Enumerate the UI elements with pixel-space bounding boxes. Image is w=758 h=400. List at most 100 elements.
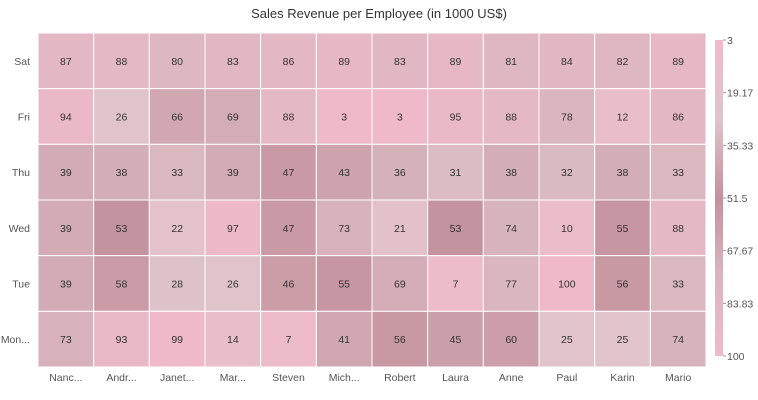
cell-value-label: 93 — [116, 334, 128, 346]
cell-value-label: 33 — [672, 279, 684, 291]
heatmap-cell — [148, 255, 206, 312]
heatmap-cell — [371, 143, 429, 201]
x-tick-label: Steven — [272, 372, 305, 384]
y-tick-label: Sat — [14, 56, 30, 68]
cell-value-label: 3 — [341, 112, 347, 124]
x-tick-label: Robert — [384, 372, 416, 384]
heatmap-cell — [93, 310, 150, 368]
cell-value-label: 38 — [617, 167, 629, 179]
heatmap-cell — [649, 199, 707, 257]
cell-value-label: 69 — [394, 279, 406, 291]
heatmap-cell — [427, 255, 484, 312]
cell-value-label: 89 — [338, 56, 350, 68]
heatmap-cell — [427, 32, 484, 90]
cell-value-label: 87 — [60, 56, 72, 68]
heatmap-cell — [482, 88, 540, 145]
heatmap-cell — [37, 143, 95, 201]
color-legend: 3 19.17 35.33 51.5 67.67 83.83 100 — [715, 35, 753, 363]
cell-value-label: 26 — [116, 112, 128, 124]
cell-value-label: 83 — [394, 56, 406, 68]
cell-value-label: 47 — [283, 223, 295, 235]
heatmap-cell — [371, 310, 429, 368]
cell-value-label: 41 — [338, 334, 350, 346]
heatmap-cell — [260, 143, 317, 201]
x-tick-label: Janet... — [160, 372, 194, 384]
cell-value-label: 53 — [450, 223, 462, 235]
heatmap-cell — [649, 310, 707, 368]
heatmap-cell — [37, 199, 95, 257]
cell-value-label: 58 — [116, 279, 128, 291]
cell-value-label: 66 — [171, 112, 183, 124]
heatmap-cell — [315, 32, 373, 90]
cell-value-label: 89 — [450, 56, 462, 68]
x-tick-label: Karin — [610, 372, 635, 384]
heatmap-cell — [594, 199, 651, 257]
cell-value-label: 99 — [171, 334, 183, 346]
heatmap-cell — [371, 199, 429, 257]
x-tick-label: Nanc... — [49, 372, 82, 384]
cell-value-label: 31 — [450, 167, 462, 179]
cell-value-label: 39 — [60, 167, 72, 179]
y-tick-label: Thu — [12, 167, 30, 179]
x-tick-label: Mich... — [329, 372, 360, 384]
cell-value-label: 33 — [171, 167, 183, 179]
cell-value-label: 56 — [394, 334, 406, 346]
heatmap-cell — [427, 88, 484, 145]
cell-value-label: 86 — [672, 112, 684, 124]
cell-value-label: 60 — [505, 334, 517, 346]
cell-value-label: 73 — [60, 334, 72, 346]
heatmap-cell — [538, 310, 596, 368]
heatmap-cell — [482, 310, 540, 368]
cell-value-label: 36 — [394, 167, 406, 179]
legend-labels: 3 19.17 35.33 51.5 67.67 83.83 100 — [723, 35, 753, 363]
x-tick-label: Mario — [665, 372, 691, 384]
cell-value-label: 81 — [505, 56, 517, 68]
cell-value-label: 21 — [394, 223, 406, 235]
cell-value-label: 10 — [561, 223, 573, 235]
heatmap-cell — [649, 88, 707, 145]
heatmap-cell — [148, 143, 206, 201]
cell-value-label: 3 — [397, 112, 403, 124]
cell-value-label: 43 — [338, 167, 350, 179]
legend-tick-label: 83.83 — [727, 298, 753, 310]
heatmap-cell — [315, 88, 373, 145]
y-tick-label: Tue — [12, 279, 30, 291]
x-tick-label: Paul — [556, 372, 577, 384]
cell-value-label: 47 — [283, 167, 295, 179]
heatmap-cell — [93, 255, 150, 312]
cell-value-label: 32 — [561, 167, 573, 179]
heatmap-cell — [204, 143, 262, 201]
cell-value-label: 89 — [672, 56, 684, 68]
legend-tick-label: 35.33 — [727, 140, 753, 152]
y-tick-label: Wed — [9, 223, 31, 235]
cell-value-label: 26 — [227, 279, 239, 291]
cell-value-label: 80 — [171, 56, 183, 68]
cell-value-label: 100 — [558, 279, 576, 291]
cell-value-label: 94 — [60, 112, 72, 124]
cell-value-label: 46 — [283, 279, 295, 291]
heatmap-cell — [204, 310, 262, 368]
x-tick-label: Laura — [442, 372, 469, 384]
legend-gradient-bar — [715, 40, 723, 356]
heatmap-cell — [37, 255, 95, 312]
cell-value-label: 56 — [617, 279, 629, 291]
cell-value-label: 25 — [561, 334, 573, 346]
legend-tick-label: 67.67 — [727, 246, 753, 258]
y-tick-label: Fri — [18, 112, 30, 124]
legend-tick-label: 100 — [727, 351, 745, 363]
heatmap-cell — [482, 199, 540, 257]
cell-value-label: 7 — [453, 279, 459, 291]
cell-value-label: 12 — [617, 112, 629, 124]
x-axis-labels: Nanc... Andr... Janet... Mar... Steven Mich..… — [49, 372, 691, 384]
heatmap-cell — [204, 88, 262, 145]
heatmap-cell — [649, 143, 707, 201]
x-tick-label: Mar... — [220, 372, 246, 384]
cell-value-label: 7 — [286, 334, 292, 346]
legend-tick-label: 51.5 — [727, 193, 748, 205]
heatmap-cell — [649, 32, 707, 90]
cell-value-label: 86 — [283, 56, 295, 68]
cell-value-label: 45 — [450, 334, 462, 346]
heatmap-cell — [371, 255, 429, 312]
cell-value-label: 38 — [505, 167, 517, 179]
x-tick-label: Andr... — [106, 372, 136, 384]
